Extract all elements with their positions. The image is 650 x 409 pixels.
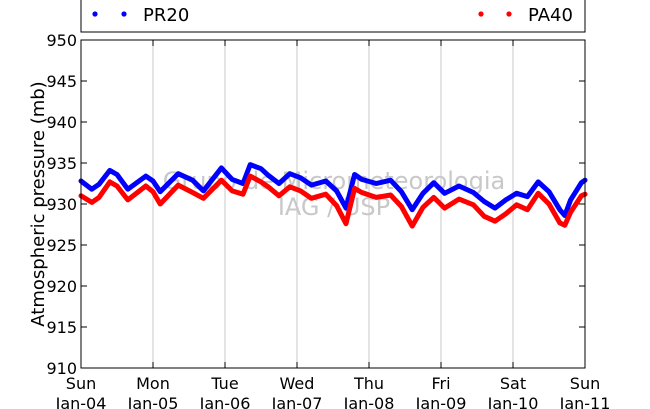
x-tick-label-date: Jan-08	[343, 394, 395, 409]
y-tick-label: 950	[46, 31, 77, 50]
x-axis: SunJan-04MonJan-05TueJan-06WedJan-07ThuJ…	[55, 40, 611, 409]
x-tick-label-date: Jan-07	[271, 394, 323, 409]
legend-entry-pr20: PR20	[92, 5, 189, 26]
legend-label-pr20: PR20	[143, 5, 189, 26]
y-tick-label: 910	[46, 359, 77, 378]
x-tick-label-date: Jan-10	[487, 394, 539, 409]
legend-frame	[80, 0, 586, 33]
x-tick-label-day: Fri	[431, 374, 450, 393]
legend-marker-pa40	[506, 11, 512, 17]
x-tick-label-day: Wed	[280, 374, 315, 393]
series-line-pa40	[78, 173, 588, 229]
series-layer	[78, 162, 588, 229]
y-axis-title: Atmospheric pressure (mb)	[28, 81, 49, 326]
grid	[152, 40, 514, 368]
y-tick-label: 915	[46, 318, 77, 337]
x-tick-label-day: Mon	[136, 374, 170, 393]
x-tick-label-date: Jan-11	[559, 394, 611, 409]
y-axis: 910 915 920 925 930 935 940 945 950	[46, 31, 585, 378]
x-tick-label-day: Sun	[66, 374, 96, 393]
legend-entry-pa40: PA40	[478, 5, 573, 26]
legend-marker-pr20	[121, 11, 127, 17]
series-line-pr20	[78, 162, 588, 218]
y-tick-label: 935	[46, 154, 77, 173]
y-tick-label: 925	[46, 236, 77, 255]
y-tick-label: 940	[46, 113, 77, 132]
legend-marker-pr20	[92, 11, 98, 17]
y-tick-label: 945	[46, 72, 77, 91]
y-tick-label: 930	[46, 195, 77, 214]
legend: PR20 PA40	[80, 0, 586, 33]
x-tick-label-day: Tue	[210, 374, 238, 393]
x-tick-label-date: Jan-04	[55, 394, 107, 409]
x-tick-label-day: Sun	[570, 374, 600, 393]
x-tick-label-day: Thu	[353, 374, 384, 393]
legend-label-pa40: PA40	[528, 5, 573, 26]
legend-marker-pa40	[478, 11, 484, 17]
x-tick-label-date: Jan-06	[199, 394, 251, 409]
x-tick-label-day: Sat	[500, 374, 526, 393]
y-tick-label: 920	[46, 277, 77, 296]
x-tick-label-date: Jan-09	[415, 394, 467, 409]
x-tick-label-date: Jan-05	[127, 394, 179, 409]
